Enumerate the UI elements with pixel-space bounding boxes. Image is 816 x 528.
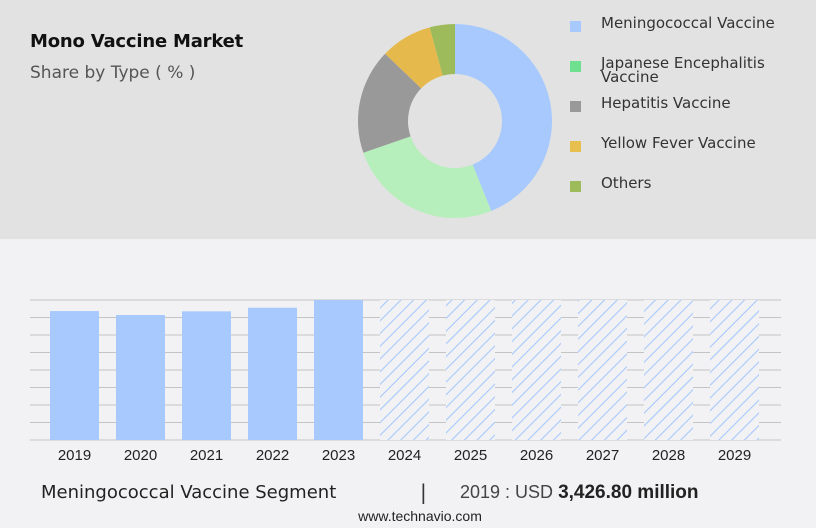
segment-label: Meningococcal Vaccine Segment: [41, 482, 337, 503]
donut-segment-others: [429, 24, 455, 76]
source-url: www.technavio.com: [358, 508, 482, 524]
forecast-bar-2024: [380, 300, 429, 440]
x-axis-label: 2026: [520, 447, 553, 464]
bar-2021: [182, 311, 231, 440]
x-axis-label: 2020: [124, 447, 157, 464]
bar-chart: 2019 2020 2021 2022 2023 2024 2025 2026 2027 2028…: [30, 299, 781, 464]
bar-2020: [116, 315, 165, 440]
bar-2022: [248, 307, 297, 440]
forecast-bar-2026: [512, 300, 561, 440]
x-axis-label: 2019: [58, 447, 91, 464]
forecast-bar-2029: [710, 300, 759, 440]
legend-label: Others: [601, 174, 652, 192]
x-axis-label: 2023: [322, 447, 355, 464]
forecast-bar-2027: [578, 300, 627, 440]
legend-item-hepatitis: Hepatitis Vaccine: [570, 96, 731, 112]
legend-label: Meningococcal Vaccine: [601, 14, 775, 32]
x-axis-label: 2027: [586, 447, 619, 464]
legend-item-others: Others: [570, 176, 651, 192]
donut-segment-yellow-fever-vaccine: [385, 27, 443, 89]
donut-segment-meningococcal-vaccine: [455, 24, 552, 211]
legend-swatch: [570, 141, 581, 152]
legend-swatch: [570, 181, 581, 192]
legend-label: Yellow Fever Vaccine: [601, 134, 756, 152]
legend-label: Hepatitis Vaccine: [601, 94, 731, 112]
legend-swatch: [570, 61, 581, 72]
x-axis-label: 2029: [718, 447, 751, 464]
value-prefix: 2019 : USD: [460, 482, 559, 502]
forecast-bar-2028: [644, 300, 693, 440]
legend-label: Japanese Encephalitis Vaccine: [601, 54, 765, 86]
donut-segment-hepatitis-vaccine: [357, 53, 422, 153]
x-axis-label: 2022: [256, 447, 289, 464]
chart-subtitle: Share by Type ( % ): [30, 63, 196, 83]
x-axis-label: 2028: [652, 447, 685, 464]
legend-item-japanese-encephalitis: Japanese Encephalitis Vaccine: [570, 56, 765, 85]
donut-chart: [357, 24, 552, 218]
legend-swatch: [570, 21, 581, 32]
forecast-bar-2025: [446, 300, 495, 440]
legend-item-meningococcal: Meningococcal Vaccine: [570, 16, 775, 32]
legend-item-yellow-fever: Yellow Fever Vaccine: [570, 136, 756, 152]
value-amount: 3,426.80 million: [558, 482, 699, 503]
separator: |: [420, 480, 427, 504]
x-axis-label: 2024: [388, 447, 421, 464]
segment-value: 2019 : USD 3,426.80 million: [460, 482, 699, 504]
x-axis-label: 2025: [454, 447, 487, 464]
x-axis-label: 2021: [190, 447, 223, 464]
bar-2023: [314, 300, 363, 440]
bar-2019: [50, 311, 99, 440]
legend-swatch: [570, 101, 581, 112]
donut-segment-japanese-encephalitis-vaccine: [363, 136, 492, 218]
chart-title: Mono Vaccine Market: [30, 31, 244, 52]
